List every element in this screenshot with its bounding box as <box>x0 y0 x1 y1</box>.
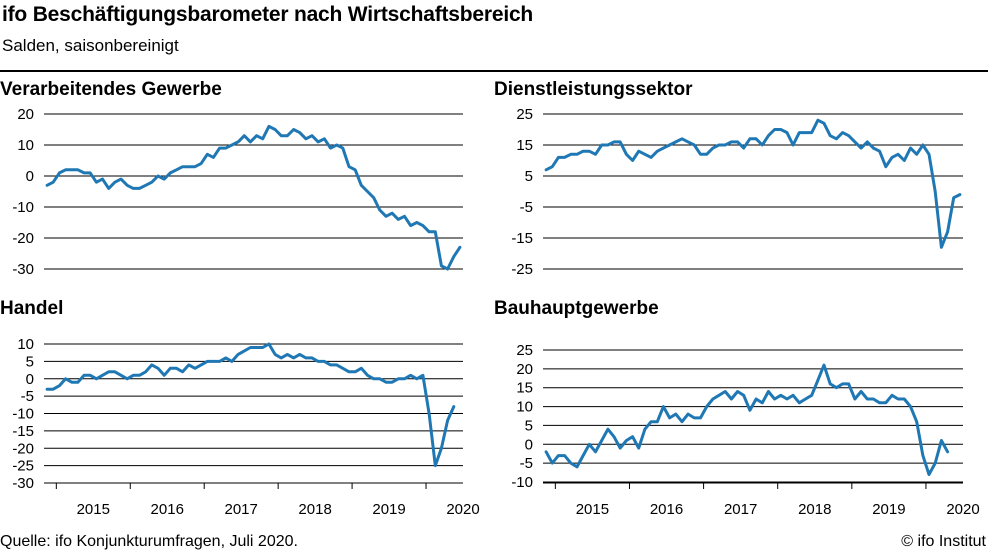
y-tick-label: 5 <box>525 417 533 434</box>
y-tick-label: -15 <box>12 423 34 440</box>
y-tick-label: 15 <box>516 137 533 154</box>
source-note: Quelle: ifo Konjunkturumfragen, Juli 202… <box>0 533 298 550</box>
y-tick-label: -30 <box>12 261 34 278</box>
y-tick-label: 10 <box>17 137 34 154</box>
y-tick-label: 25 <box>516 342 533 359</box>
y-tick-label: 0 <box>26 371 34 388</box>
y-tick-label: 0 <box>525 436 533 453</box>
y-tick-label: 20 <box>17 106 34 123</box>
y-tick-label: 5 <box>525 168 533 185</box>
x-tick-label: 2015 <box>77 501 110 518</box>
y-tick-label: -10 <box>511 474 533 491</box>
chart-title: ifo Beschäftigungsbarometer nach Wirtsch… <box>2 3 534 26</box>
x-tick-label: 2020 <box>946 501 979 518</box>
x-tick-label: 2018 <box>798 501 831 518</box>
y-tick-label: -15 <box>511 230 533 247</box>
y-tick-label: -25 <box>511 261 533 278</box>
y-tick-label: 15 <box>516 380 533 397</box>
series-line-bauhauptgewerbe <box>544 363 950 476</box>
series-line-verarbeitendes-gewerbe <box>45 124 462 271</box>
y-tick-label: -20 <box>12 440 34 457</box>
x-tick-label: 2017 <box>724 501 757 518</box>
x-tick-label: 2016 <box>650 501 683 518</box>
panel-title: Handel <box>0 298 63 319</box>
y-tick-label: 25 <box>516 106 533 123</box>
x-tick-label: 2015 <box>576 501 609 518</box>
x-tick-label: 2020 <box>446 501 479 518</box>
panel-title: Dienstleistungssektor <box>494 79 693 100</box>
y-tick-label: -25 <box>12 458 34 475</box>
chart-subtitle: Salden, saisonbereinigt <box>2 36 179 55</box>
y-tick-label: -10 <box>12 406 34 423</box>
series-line-dienstleistungssektor <box>544 118 962 249</box>
panel-title: Bauhauptgewerbe <box>494 298 659 319</box>
y-tick-label: -10 <box>12 199 34 216</box>
y-tick-label: 10 <box>516 399 533 416</box>
y-tick-label: -20 <box>12 230 34 247</box>
y-tick-label: 10 <box>17 336 34 353</box>
copyright-note: © ifo Institut <box>901 533 986 550</box>
title-divider <box>0 70 988 72</box>
y-tick-label: -5 <box>21 388 34 405</box>
y-tick-label: 5 <box>26 353 34 370</box>
x-tick-label: 2019 <box>372 501 405 518</box>
y-tick-label: -5 <box>520 199 533 216</box>
x-tick-label: 2017 <box>224 501 257 518</box>
y-tick-label: 20 <box>516 361 533 378</box>
y-tick-label: 0 <box>26 168 34 185</box>
panel-title: Verarbeitendes Gewerbe <box>0 79 222 100</box>
y-tick-label: -30 <box>12 475 34 492</box>
y-tick-label: -5 <box>520 455 533 472</box>
x-tick-label: 2019 <box>872 501 905 518</box>
x-tick-label: 2016 <box>151 501 184 518</box>
series-line-handel <box>45 342 456 468</box>
x-tick-label: 2018 <box>298 501 331 518</box>
